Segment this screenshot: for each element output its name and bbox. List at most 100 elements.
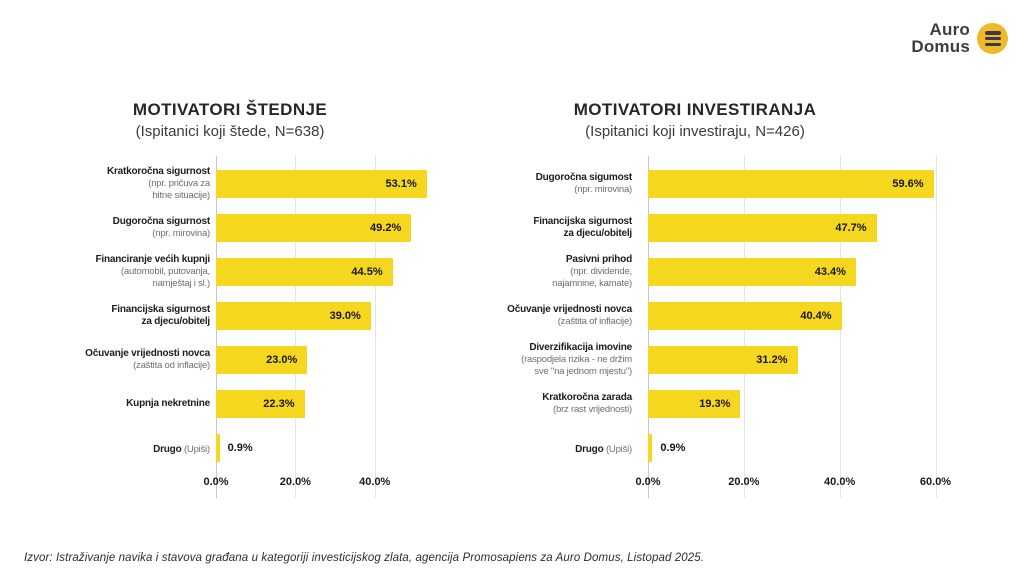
bar-label: Očuvanje vrijednosti novca (zaštita od in… — [80, 348, 210, 372]
bar-row: Očuvanje vrijednosti novca (zaštita of in… — [487, 294, 993, 338]
bar-label-main: Kupnja nekretnine — [126, 397, 210, 409]
chart-title: MOTIVATORI INVESTIRANJA — [573, 100, 817, 119]
bar-track: 43.4% — [648, 258, 993, 286]
source-footnote: Izvor: Istraživanje navika i stavova gra… — [24, 552, 705, 564]
bar-label: Pasivni prihod (npr. dividende, najamnine… — [487, 254, 632, 290]
bar-label-sub: (npr. mirovina) — [152, 228, 210, 240]
value-label: 39.0% — [329, 310, 361, 322]
bar-label-main: Dugoročna sigumost — [535, 171, 633, 183]
axis-tick-label: 40.0% — [824, 476, 856, 488]
chart-plot-area: Kratkoročna sigurnost (npr. pričuva za hi… — [80, 156, 470, 498]
bar-track: 59.6% — [648, 170, 993, 198]
bar-label: Kratkoročna zarada (brz rast vrijednosti) — [487, 392, 632, 416]
bar-row: Očuvanje vrijednosti novca (zaštita od in… — [80, 338, 470, 382]
bar-label-sub: (Upiši) — [181, 444, 210, 455]
axis-tick-label: 0.0% — [203, 476, 229, 488]
bar-track: 40.4% — [648, 302, 993, 330]
bar-row: Financijska sigurnost za djecu/obitelj 47… — [487, 206, 993, 250]
bar: 19.3% — [648, 390, 741, 418]
bar-row: Diverzifikacija imovine (raspodjela rizik… — [487, 338, 993, 382]
axis-tick-label: 20.0% — [728, 476, 760, 488]
bar: 0.9% — [216, 434, 253, 462]
value-label: 22.3% — [263, 398, 295, 410]
bar: 31.2% — [648, 346, 798, 374]
bar-label-sub: (automobil, putovanja, namještaj i sl.) — [120, 266, 210, 290]
bar: 43.4% — [648, 258, 856, 286]
bar-rows: Dugoročna sigumost (npr. mirovina) 59.6% Fi… — [487, 156, 993, 470]
bar-row: Pasivni prihod (npr. dividende, najamnine… — [487, 250, 993, 294]
bar-label: Očuvanje vrijednosti novca (zaštita of in… — [487, 304, 632, 328]
bar-row: Kratkoročna zarada (brz rast vrijednosti)… — [487, 382, 993, 426]
bar-label: Drugo (Upiši) — [80, 438, 210, 458]
axis-tick-label: 40.0% — [359, 476, 391, 488]
bar-track: 49.2% — [216, 214, 470, 242]
bar-track: 0.9% — [648, 434, 993, 462]
logo-line2: Domus — [911, 36, 970, 56]
value-label: 31.2% — [756, 354, 788, 366]
bar-row: Drugo (Upiši) 0.9% — [80, 426, 470, 470]
x-axis: 0.0% 20.0% 40.0% — [203, 476, 470, 498]
bar: 47.7% — [648, 214, 877, 242]
bar-label: Financiranje većih kupnji (automobil, put… — [80, 254, 211, 290]
bar-label-main: Očuvanje vrijednosti novca — [507, 303, 632, 315]
bar-track: 53.1% — [216, 170, 470, 198]
bar-track: 47.7% — [648, 214, 993, 242]
bar-track: 19.3% — [648, 390, 993, 418]
bar-label-main: Kratkoročna zarada — [542, 391, 632, 403]
axis-tick-label: 0.0% — [635, 476, 661, 488]
x-axis: 0.0% 20.0% 40.0% 60.0% — [635, 476, 993, 498]
value-label: 23.0% — [266, 354, 298, 366]
value-label: 53.1% — [385, 178, 417, 190]
bar-label: Kupnja nekretnine — [80, 398, 210, 411]
bar-rows: Kratkoročna sigurnost (npr. pričuva za hi… — [80, 156, 470, 470]
bar: 40.4% — [648, 302, 842, 330]
logo-wordmark: Auro Domus — [911, 21, 970, 56]
chart-subtitle: (Ispitanici koji štede, N=638) — [135, 123, 325, 140]
bar-label: Drugo (Upiši) — [487, 438, 632, 458]
value-label: 0.9% — [660, 442, 686, 454]
value-label: 19.3% — [699, 398, 731, 410]
chart-plot-area: Dugoročna sigumost (npr. mirovina) 59.6% Fi… — [487, 156, 993, 498]
bar-label-main: Financijska sigurnost za djecu/obitelj — [111, 303, 210, 328]
bar-label: Dugoročna sigurnost (npr. mirovina) — [80, 216, 211, 240]
bar-label-main: Pasivni prihod — [565, 253, 632, 265]
bar-track: 0.9% — [216, 434, 470, 462]
bar-label: Dugoročna sigumost (npr. mirovina) — [487, 171, 633, 196]
axis-tick-label: 60.0% — [919, 476, 952, 488]
bar-row: Drugo (Upiši) 0.9% — [487, 426, 993, 470]
bar-label-sub: (raspodjela rizika - ne držim sve "na je… — [521, 354, 632, 378]
gridline — [935, 156, 937, 498]
bar-label-main: Drugo — [575, 444, 604, 455]
bar-track: 44.5% — [216, 258, 470, 286]
bar: 49.2% — [216, 214, 412, 242]
bar-label-sub: (npr. pričuva za hitne situacije) — [148, 178, 210, 202]
value-label: 43.4% — [814, 266, 846, 278]
chart-title: MOTIVATORI ŠTEDNJE — [132, 100, 328, 119]
gridline — [374, 156, 376, 498]
value-label: 44.5% — [351, 266, 383, 278]
value-label: 49.2% — [370, 222, 402, 234]
bar-row: Dugoročna sigurnost (npr. mirovina) 49.2% — [80, 206, 470, 250]
bar-track: 22.3% — [216, 390, 470, 418]
bar-label-sub: (npr. mirovina) — [574, 184, 632, 196]
value-label: 40.4% — [800, 310, 832, 322]
chart-investing-motivators: MOTIVATORI INVESTIRANJA (Ispitanici koji… — [487, 100, 993, 498]
bar-label: Diverzifikacija imovine (raspodjela rizik… — [487, 342, 632, 378]
bar-row: Kupnja nekretnine 22.3% — [80, 382, 470, 426]
bar-row: Dugoročna sigumost (npr. mirovina) 59.6% — [487, 162, 993, 206]
chart-header: MOTIVATORI ŠTEDNJE (Ispitanici koji šted… — [35, 100, 425, 140]
chart-header: MOTIVATORI INVESTIRANJA (Ispitanici koji… — [442, 100, 948, 140]
bar-track: 31.2% — [648, 346, 993, 374]
bar-label-sub: (npr. dividende, najamnine, kamate) — [552, 266, 632, 290]
bar-label-sub: (zaštita of inflacije) — [557, 316, 632, 328]
value-label: 47.7% — [835, 222, 867, 234]
value-label: 0.9% — [227, 442, 253, 454]
bar-row: Kratkoročna sigurnost (npr. pričuva za hi… — [80, 162, 470, 206]
bar-label-main: Kratkoročna sigurnost — [106, 165, 210, 177]
chart-subtitle: (Ispitanici koji investiraju, N=426) — [585, 123, 805, 140]
bar-label: Kratkoročna sigurnost (npr. pričuva za hi… — [80, 166, 210, 202]
axis-tick-label: 20.0% — [279, 476, 311, 488]
bar: 59.6% — [648, 170, 934, 198]
bar-row: Financijska sigurnost za djecu/obitelj 39… — [80, 294, 470, 338]
